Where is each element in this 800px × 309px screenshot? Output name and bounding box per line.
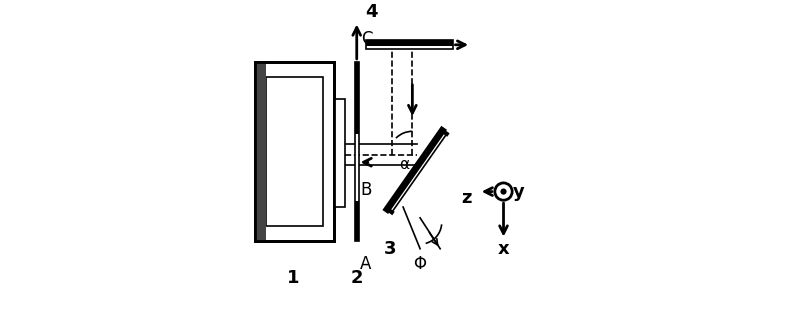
Text: 1: 1 xyxy=(287,269,300,287)
Text: 4: 4 xyxy=(366,3,378,21)
Bar xyxy=(366,40,453,46)
Bar xyxy=(354,62,359,134)
Bar xyxy=(354,201,359,241)
Text: y: y xyxy=(513,183,525,201)
Bar xyxy=(254,62,334,241)
Circle shape xyxy=(501,188,506,195)
Circle shape xyxy=(495,183,512,200)
Text: 2: 2 xyxy=(351,269,364,287)
Text: α: α xyxy=(398,157,409,172)
Text: 3: 3 xyxy=(384,240,396,258)
Text: B: B xyxy=(360,181,372,199)
Bar xyxy=(254,62,266,241)
Bar xyxy=(254,62,334,241)
Bar xyxy=(366,40,453,49)
Polygon shape xyxy=(387,131,446,212)
Text: Φ: Φ xyxy=(414,255,426,273)
Text: C: C xyxy=(361,30,372,48)
Bar xyxy=(334,99,346,207)
Text: x: x xyxy=(498,240,510,258)
Bar xyxy=(354,62,359,241)
Text: z: z xyxy=(461,189,472,207)
Text: A: A xyxy=(360,255,371,273)
Bar xyxy=(266,77,322,226)
